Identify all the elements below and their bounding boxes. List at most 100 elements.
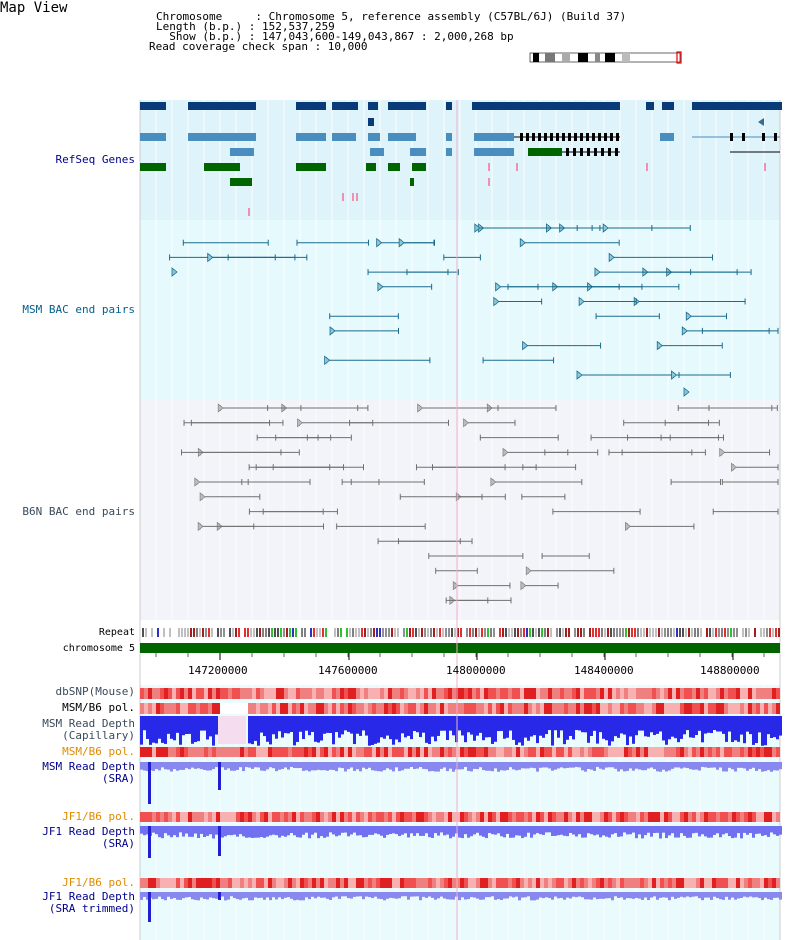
heatmap-cell	[168, 812, 172, 822]
heatmap-cell	[420, 688, 424, 699]
label-b6n-bac[interactable]: B6N BAC end pairs	[22, 505, 135, 518]
depth-bar	[716, 892, 719, 899]
label-msm-read-depth-sra[interactable]: MSM Read Depth (SRA)	[42, 760, 135, 785]
depth-bar	[446, 716, 449, 740]
heatmap-cell	[756, 688, 760, 699]
depth-bar	[353, 826, 356, 833]
depth-bar	[398, 826, 401, 837]
heatmap-cell	[776, 688, 780, 699]
heatmap-cell	[764, 747, 768, 757]
heatmap-cell	[744, 878, 748, 888]
repeat-block	[367, 628, 369, 637]
depth-bar	[509, 826, 512, 838]
depth-bar	[587, 762, 590, 770]
heatmap-cell	[740, 812, 744, 822]
repeat-block	[742, 628, 744, 637]
heatmap-cell	[396, 688, 400, 699]
depth-bar	[704, 716, 707, 734]
heatmap-cell	[184, 747, 188, 757]
heatmap-cell	[600, 812, 604, 822]
label-msm-b6-pol-1[interactable]: MSM/B6 pol.	[62, 701, 135, 714]
depth-bar	[473, 762, 476, 769]
depth-bar	[356, 892, 359, 897]
heatmap-cell	[592, 878, 596, 888]
heatmap-cell	[432, 703, 436, 714]
depth-bar	[146, 892, 149, 900]
depth-bar	[263, 716, 266, 737]
heatmap-cell	[520, 747, 524, 757]
repeat-block	[349, 628, 351, 637]
heatmap-cell	[332, 812, 336, 822]
repeat-block	[499, 628, 501, 637]
heatmap-cell	[588, 703, 592, 714]
depth-bar	[215, 892, 218, 899]
depth-bar	[482, 762, 485, 771]
repeat-block	[685, 628, 687, 637]
heatmap-cell	[428, 688, 432, 699]
label-jf1-b6-pol-1[interactable]: JF1/B6 pol.	[62, 810, 135, 823]
heatmap-cell	[324, 878, 328, 888]
depth-bar	[404, 892, 407, 897]
depth-bar	[614, 826, 617, 834]
heatmap-cell	[544, 878, 548, 888]
label-jf1-read-depth-trimmed[interactable]: JF1 Read Depth (SRA trimmed)	[42, 890, 135, 915]
label-msm-read-depth-capillary[interactable]: MSM Read Depth (Capillary)	[42, 717, 135, 742]
heatmap-cell	[160, 747, 164, 757]
heatmap-cell	[724, 703, 728, 714]
label-msm-bac[interactable]: MSM BAC end pairs	[22, 303, 135, 316]
depth-bar	[743, 892, 746, 897]
depth-bar	[266, 762, 269, 770]
heatmap-cell	[716, 688, 720, 699]
repeat-block	[409, 628, 411, 637]
depth-bar	[617, 716, 620, 738]
depth-bar	[362, 716, 365, 731]
heatmap-cell	[336, 878, 340, 888]
depth-bar	[488, 826, 491, 834]
label-chromosome[interactable]: chromosome 5	[62, 643, 135, 654]
repeat-block	[172, 628, 174, 637]
depth-bar	[686, 892, 689, 897]
heatmap-cell	[556, 812, 560, 822]
repeat-block	[319, 628, 321, 637]
heatmap-cell	[236, 747, 240, 757]
heatmap-cell	[408, 703, 412, 714]
heatmap-cell	[716, 703, 720, 714]
depth-bar	[257, 762, 260, 768]
repeat-block	[445, 628, 447, 637]
heatmap-cell	[268, 747, 272, 757]
repeat-block	[412, 628, 414, 637]
label-jf1-read-depth-sra[interactable]: JF1 Read Depth (SRA)	[42, 825, 135, 850]
depth-bar	[380, 716, 383, 738]
depth-bar	[692, 716, 695, 738]
depth-bar	[566, 826, 569, 837]
label-refseq-genes[interactable]: RefSeq Genes	[55, 153, 135, 166]
repeat-block	[166, 628, 168, 637]
depth-bar	[167, 826, 170, 836]
repeat-block	[469, 628, 471, 637]
heatmap-cell	[212, 747, 216, 757]
depth-bar	[302, 892, 305, 901]
heatmap-cell	[756, 747, 760, 757]
label-dbsnp[interactable]: dbSNP(Mouse)	[55, 685, 135, 698]
depth-bar	[368, 892, 371, 898]
label-msm-b6-pol-2[interactable]: MSM/B6 pol.	[62, 745, 135, 758]
depth-bar	[725, 892, 728, 897]
heatmap-cell	[640, 747, 644, 757]
depth-bar	[473, 892, 476, 898]
depth-bar	[272, 826, 275, 835]
label-jf1-b6-pol-2[interactable]: JF1/B6 pol.	[62, 876, 135, 889]
depth-bar	[500, 892, 503, 900]
depth-bar	[209, 826, 212, 835]
repeat-block	[529, 628, 531, 637]
heatmap-cell	[320, 703, 324, 714]
depth-bar	[719, 892, 722, 900]
depth-bar	[638, 762, 641, 770]
grid-lines	[139, 100, 781, 940]
depth-bar	[776, 892, 779, 898]
heatmap-cell	[480, 812, 484, 822]
depth-bar	[359, 716, 362, 736]
label-repeat[interactable]: Repeat	[98, 627, 135, 638]
depth-bar	[152, 762, 155, 771]
depth-bar	[335, 762, 338, 772]
